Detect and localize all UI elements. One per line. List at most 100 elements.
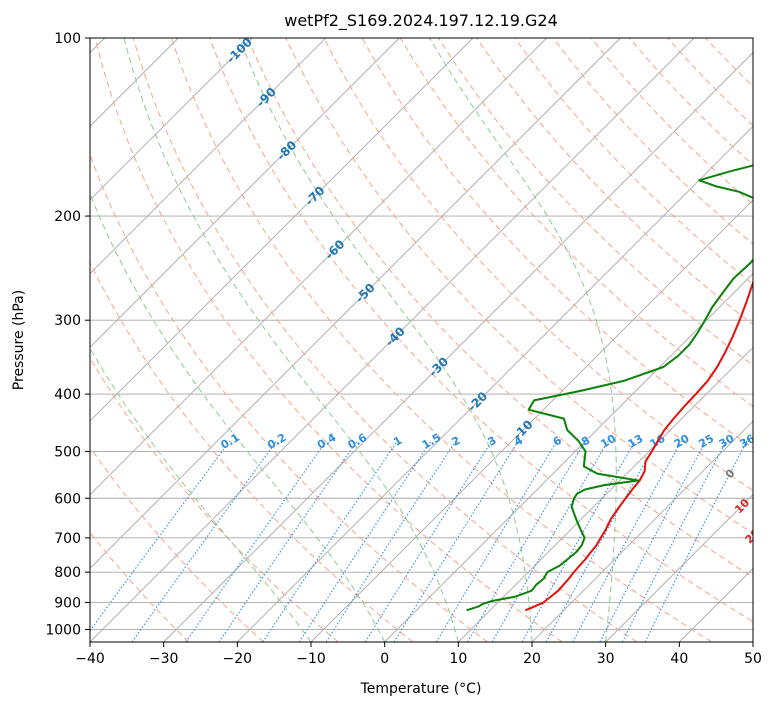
moist-adiabats — [90, 38, 617, 642]
dry-adiabat — [323, 38, 753, 492]
moist-adiabat — [90, 347, 312, 642]
mixing-ratio-line — [262, 440, 399, 642]
moist-adiabat — [90, 192, 386, 642]
mixing-ratio-line — [218, 440, 358, 642]
x-tick-label: 0 — [380, 651, 389, 667]
mixing-ratio-line — [621, 440, 727, 642]
dry-adiabat — [209, 38, 753, 623]
mixing-ratio-label: 25 — [696, 432, 716, 451]
mixing-ratio-line — [545, 440, 658, 642]
mixing-ratio-line — [393, 440, 519, 642]
isotherm-line — [237, 125, 753, 642]
moist-adiabat-label: 10 — [732, 496, 752, 516]
y-tick-label: 400 — [54, 387, 81, 403]
x-tick-label: −20 — [223, 651, 253, 667]
dry-adiabat — [90, 153, 488, 642]
mixing-ratio-line — [435, 440, 558, 642]
mixing-ratio-line — [298, 440, 432, 642]
isotherm-line — [90, 38, 400, 348]
dry-adiabat — [90, 261, 414, 642]
mixing-ratio-label: 1.5 — [420, 431, 443, 452]
sounding-series — [466, 164, 753, 612]
x-axis-ticks: −40 −30 −20 −10 0 10 20 30 40 50 — [75, 642, 762, 667]
x-tick-label: 40 — [670, 651, 688, 667]
x-tick-label: 20 — [523, 651, 541, 667]
mixing-ratio-label: 0.2 — [265, 431, 288, 452]
temperature-line — [525, 279, 753, 612]
isotherm-line — [310, 199, 753, 642]
isotherm-line — [384, 273, 753, 642]
y-axis-label: Pressure (hPa) — [11, 290, 27, 390]
dry-adiabat — [437, 38, 753, 366]
mixing-ratio-line — [185, 440, 327, 642]
y-tick-label: 800 — [54, 565, 81, 581]
pressure-gridlines — [90, 38, 753, 630]
chart-title: wetPf2_S169.2024.197.12.19.G24 — [284, 11, 558, 31]
plot-area: -100-90-80-70-60-50-40-30-20-100.1 0.2 0.4… — [90, 38, 775, 642]
dry-adiabat — [590, 38, 753, 206]
moist-adiabat-label: 0 — [723, 466, 738, 481]
x-tick-label: −40 — [75, 651, 105, 667]
y-axis-ticks: 100 200 300 400 500 600 700 800 900 1000 — [45, 31, 90, 638]
mixing-ratio-label: 6 — [551, 434, 564, 449]
dry-adiabat — [90, 446, 264, 642]
moist-adiabat-label: 30 — [755, 554, 775, 574]
dewpoint-line — [466, 164, 753, 612]
isotherms — [90, 38, 753, 642]
mixing-ratio-label: 36 — [737, 432, 757, 451]
isotherm-line — [90, 38, 474, 422]
isotherm-line — [90, 38, 695, 642]
dry-adiabat — [476, 38, 753, 326]
moist-adiabat — [238, 38, 533, 642]
dry-adiabat — [285, 38, 753, 535]
mixing-ratio-line — [131, 440, 278, 642]
plot-frame — [89, 37, 754, 643]
dry-adiabat — [667, 38, 753, 127]
moist-adiabat-label: 20 — [743, 526, 763, 546]
isotherm-line — [605, 494, 753, 642]
x-tick-label: 30 — [597, 651, 615, 667]
dry-adiabat — [552, 38, 753, 245]
x-axis-label: Temperature (°C) — [360, 681, 482, 697]
dry-adiabat — [94, 38, 563, 642]
x-tick-label: −10 — [296, 651, 326, 667]
isotherm-line — [531, 420, 753, 642]
mixing-ratio-line — [364, 440, 493, 642]
y-tick-label: 600 — [54, 491, 81, 507]
dry-adiabat — [514, 38, 753, 285]
isotherm-line — [90, 38, 326, 275]
dry-adiabat — [170, 38, 712, 642]
isotherm-line — [163, 52, 753, 642]
isotherm-line — [458, 346, 753, 642]
mixing-ratio-label: 13 — [626, 432, 646, 451]
y-tick-label: 500 — [54, 444, 81, 460]
dry-adiabat — [705, 38, 753, 88]
dry-adiabat — [90, 357, 339, 642]
y-tick-label: 200 — [54, 209, 81, 225]
y-tick-label: 300 — [54, 313, 81, 329]
moist-adiabat — [429, 38, 617, 642]
mixing-ratio-line — [599, 440, 707, 642]
isotherm-line — [752, 641, 753, 642]
y-tick-label: 100 — [54, 31, 81, 47]
mixing-ratio-lines — [90, 440, 748, 642]
mixing-ratio-label: 3 — [486, 434, 499, 449]
mixing-ratio-label: 0.6 — [346, 431, 370, 452]
mixing-ratio-line — [572, 440, 682, 642]
x-tick-label: −30 — [149, 651, 179, 667]
mixing-ratio-line — [90, 440, 231, 632]
dry-adiabat — [90, 531, 190, 642]
y-tick-label: 700 — [54, 531, 81, 547]
dry-adiabat — [247, 38, 753, 578]
isotherm-line — [90, 38, 253, 201]
mixing-ratio-label: 0.1 — [218, 431, 241, 452]
x-tick-label: 10 — [449, 651, 467, 667]
mixing-ratio-line — [467, 440, 586, 642]
isotherm-line — [90, 38, 621, 569]
dry-adiabat — [132, 38, 638, 642]
x-tick-label: 50 — [744, 651, 762, 667]
isotherm-line — [90, 38, 547, 496]
mixing-ratio-label: 30 — [717, 432, 737, 451]
mixing-ratio-line — [325, 440, 457, 642]
